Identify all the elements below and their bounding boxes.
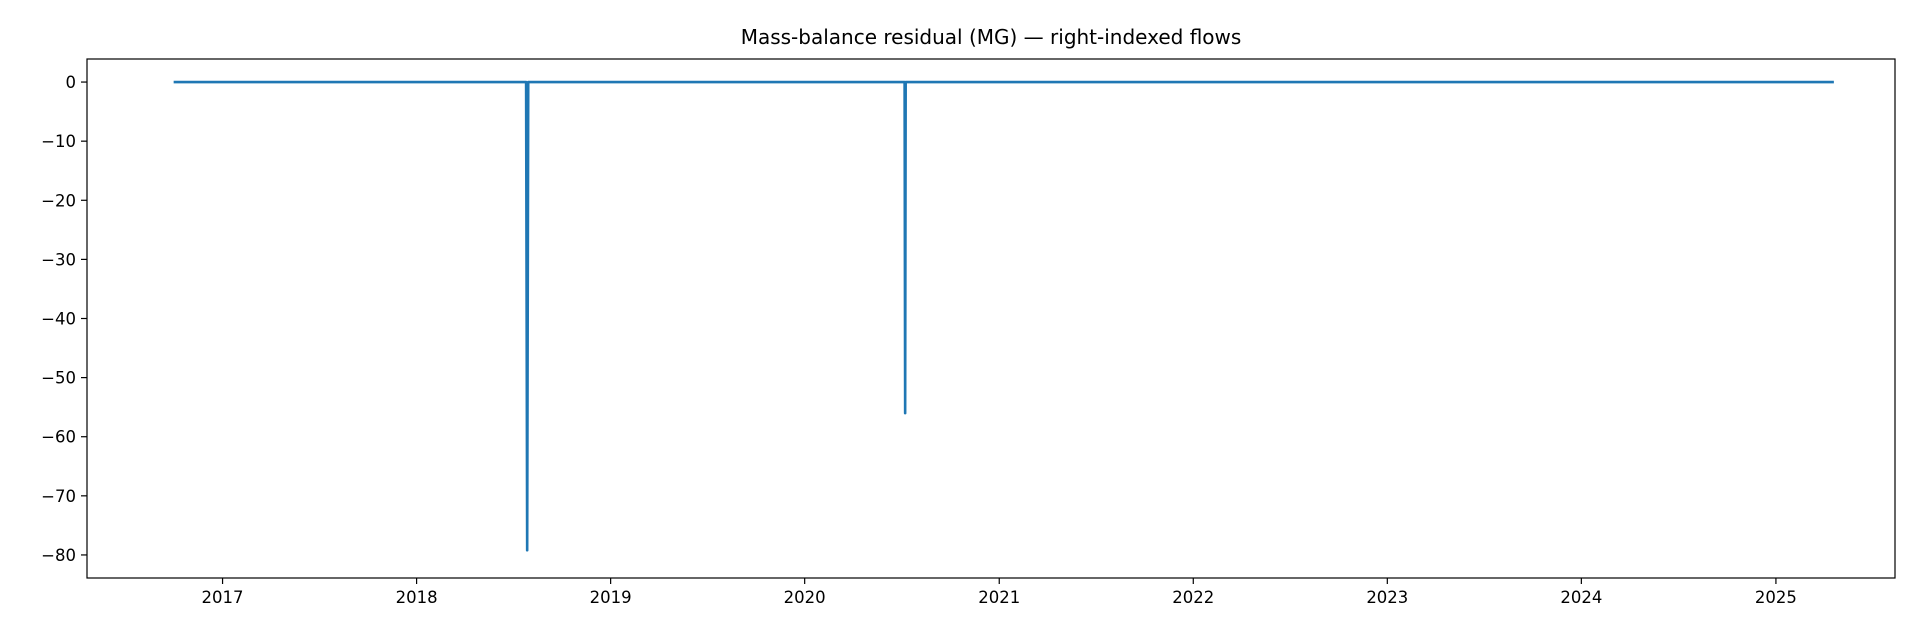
x-tick-label: 2024 [1560, 588, 1602, 607]
series-line-0 [173, 80, 1834, 552]
y-tick-label: 0 [66, 73, 77, 92]
y-tick-label: −50 [41, 369, 76, 388]
x-tick-label: 2019 [590, 588, 632, 607]
series-layer [173, 80, 1834, 552]
y-tick-label: −10 [41, 132, 76, 151]
y-tick-label: −40 [41, 310, 76, 329]
y-tick-label: −80 [41, 546, 76, 565]
y-tick-label: −70 [41, 487, 76, 506]
y-tick-label: −60 [41, 428, 76, 447]
y-tick-label: −20 [41, 191, 76, 210]
x-tick-label: 2021 [978, 588, 1020, 607]
chart-title: Mass-balance residual (MG) — right-index… [741, 25, 1242, 49]
x-tick-label: 2023 [1366, 588, 1408, 607]
x-tick-label: 2017 [202, 588, 244, 607]
x-axis: 2017 2018 2019 2020 2021 2022 2023 2024 2025 [202, 578, 1797, 607]
x-tick-label: 2020 [784, 588, 826, 607]
y-axis: 0 −10 −20 −30 −40 −50 −60 −70 −80 [41, 73, 87, 565]
x-tick-label: 2018 [396, 588, 438, 607]
plot-area-frame [86, 58, 1896, 579]
y-tick-label: −30 [41, 250, 76, 269]
x-tick-label: 2025 [1755, 588, 1797, 607]
x-tick-label: 2022 [1172, 588, 1214, 607]
